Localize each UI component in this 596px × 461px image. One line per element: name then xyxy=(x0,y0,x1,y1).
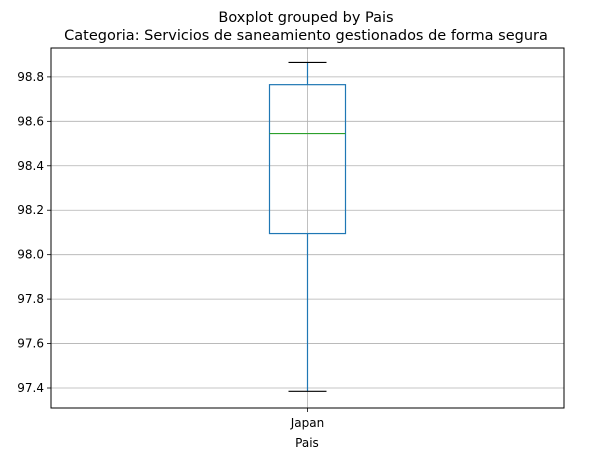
y-tick-label: 97.6 xyxy=(17,337,44,351)
y-tick-label: 98.4 xyxy=(17,159,44,173)
box-layer xyxy=(268,61,347,392)
iqr-box xyxy=(268,84,347,235)
x-axis: Japan xyxy=(290,408,324,430)
y-tick-label: 97.8 xyxy=(17,292,44,306)
y-tick-label: 98.0 xyxy=(17,248,44,262)
x-tick-label: Japan xyxy=(290,416,324,430)
chart-subtitle: Categoria: Servicios de saneamiento gest… xyxy=(64,28,548,44)
x-axis-label: Pais xyxy=(295,436,319,450)
y-tick-label: 98.6 xyxy=(17,114,44,128)
chart-title: Boxplot grouped by Pais xyxy=(218,10,393,26)
y-tick-label: 97.4 xyxy=(17,381,44,395)
grid-layer xyxy=(51,48,564,408)
y-tick-label: 98.2 xyxy=(17,203,44,217)
y-axis: 97.4 97.6 97.8 98.0 98.2 98.4 98.6 98.8 xyxy=(17,70,51,395)
y-tick-label: 98.8 xyxy=(17,70,44,84)
